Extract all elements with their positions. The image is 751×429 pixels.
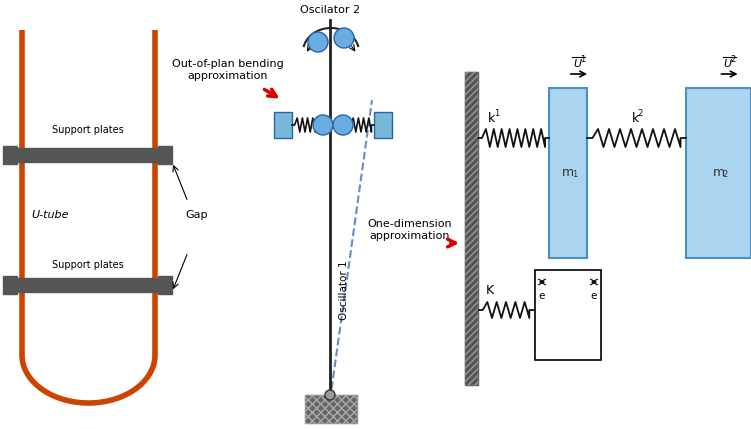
Text: 2: 2	[638, 109, 643, 118]
Text: Support plates: Support plates	[52, 125, 124, 135]
Bar	[18, 278, 158, 292]
Bar	[158, 276, 172, 294]
Text: 1: 1	[572, 170, 578, 179]
Bar	[305, 395, 357, 423]
Text: Gap: Gap	[185, 210, 207, 220]
Bar	[158, 146, 172, 164]
Circle shape	[308, 32, 328, 52]
Text: m: m	[562, 166, 574, 179]
Text: 1: 1	[580, 55, 585, 64]
Circle shape	[333, 115, 353, 135]
Bar	[374, 112, 392, 138]
Text: Oscillator 1: Oscillator 1	[339, 260, 349, 320]
Text: U: U	[573, 59, 581, 69]
Bar	[18, 148, 158, 162]
Circle shape	[313, 115, 333, 135]
Text: Oscilator 2: Oscilator 2	[300, 5, 360, 15]
Bar	[549, 88, 587, 258]
Text: U-tube: U-tube	[32, 210, 69, 220]
Text: e: e	[591, 291, 597, 301]
Bar	[686, 88, 751, 258]
Text: U: U	[723, 59, 731, 69]
Text: 2: 2	[731, 55, 736, 64]
Bar	[305, 395, 357, 423]
Text: k: k	[488, 112, 495, 124]
Text: 1: 1	[494, 109, 499, 118]
Text: K: K	[486, 284, 494, 296]
Bar	[465, 72, 478, 385]
Text: One-dimension
approximation: One-dimension approximation	[368, 219, 452, 241]
Text: k: k	[632, 112, 639, 124]
Bar	[535, 270, 601, 360]
Bar	[3, 146, 17, 164]
Text: Out-of-plan bending
approximation: Out-of-plan bending approximation	[172, 59, 284, 81]
Bar	[274, 112, 292, 138]
Text: m: m	[713, 166, 725, 179]
Text: Support plates: Support plates	[52, 260, 124, 270]
Bar	[465, 72, 478, 385]
Circle shape	[325, 390, 335, 400]
Text: e: e	[538, 291, 545, 301]
Bar	[3, 276, 17, 294]
Text: 2: 2	[722, 170, 728, 179]
Circle shape	[334, 28, 354, 48]
